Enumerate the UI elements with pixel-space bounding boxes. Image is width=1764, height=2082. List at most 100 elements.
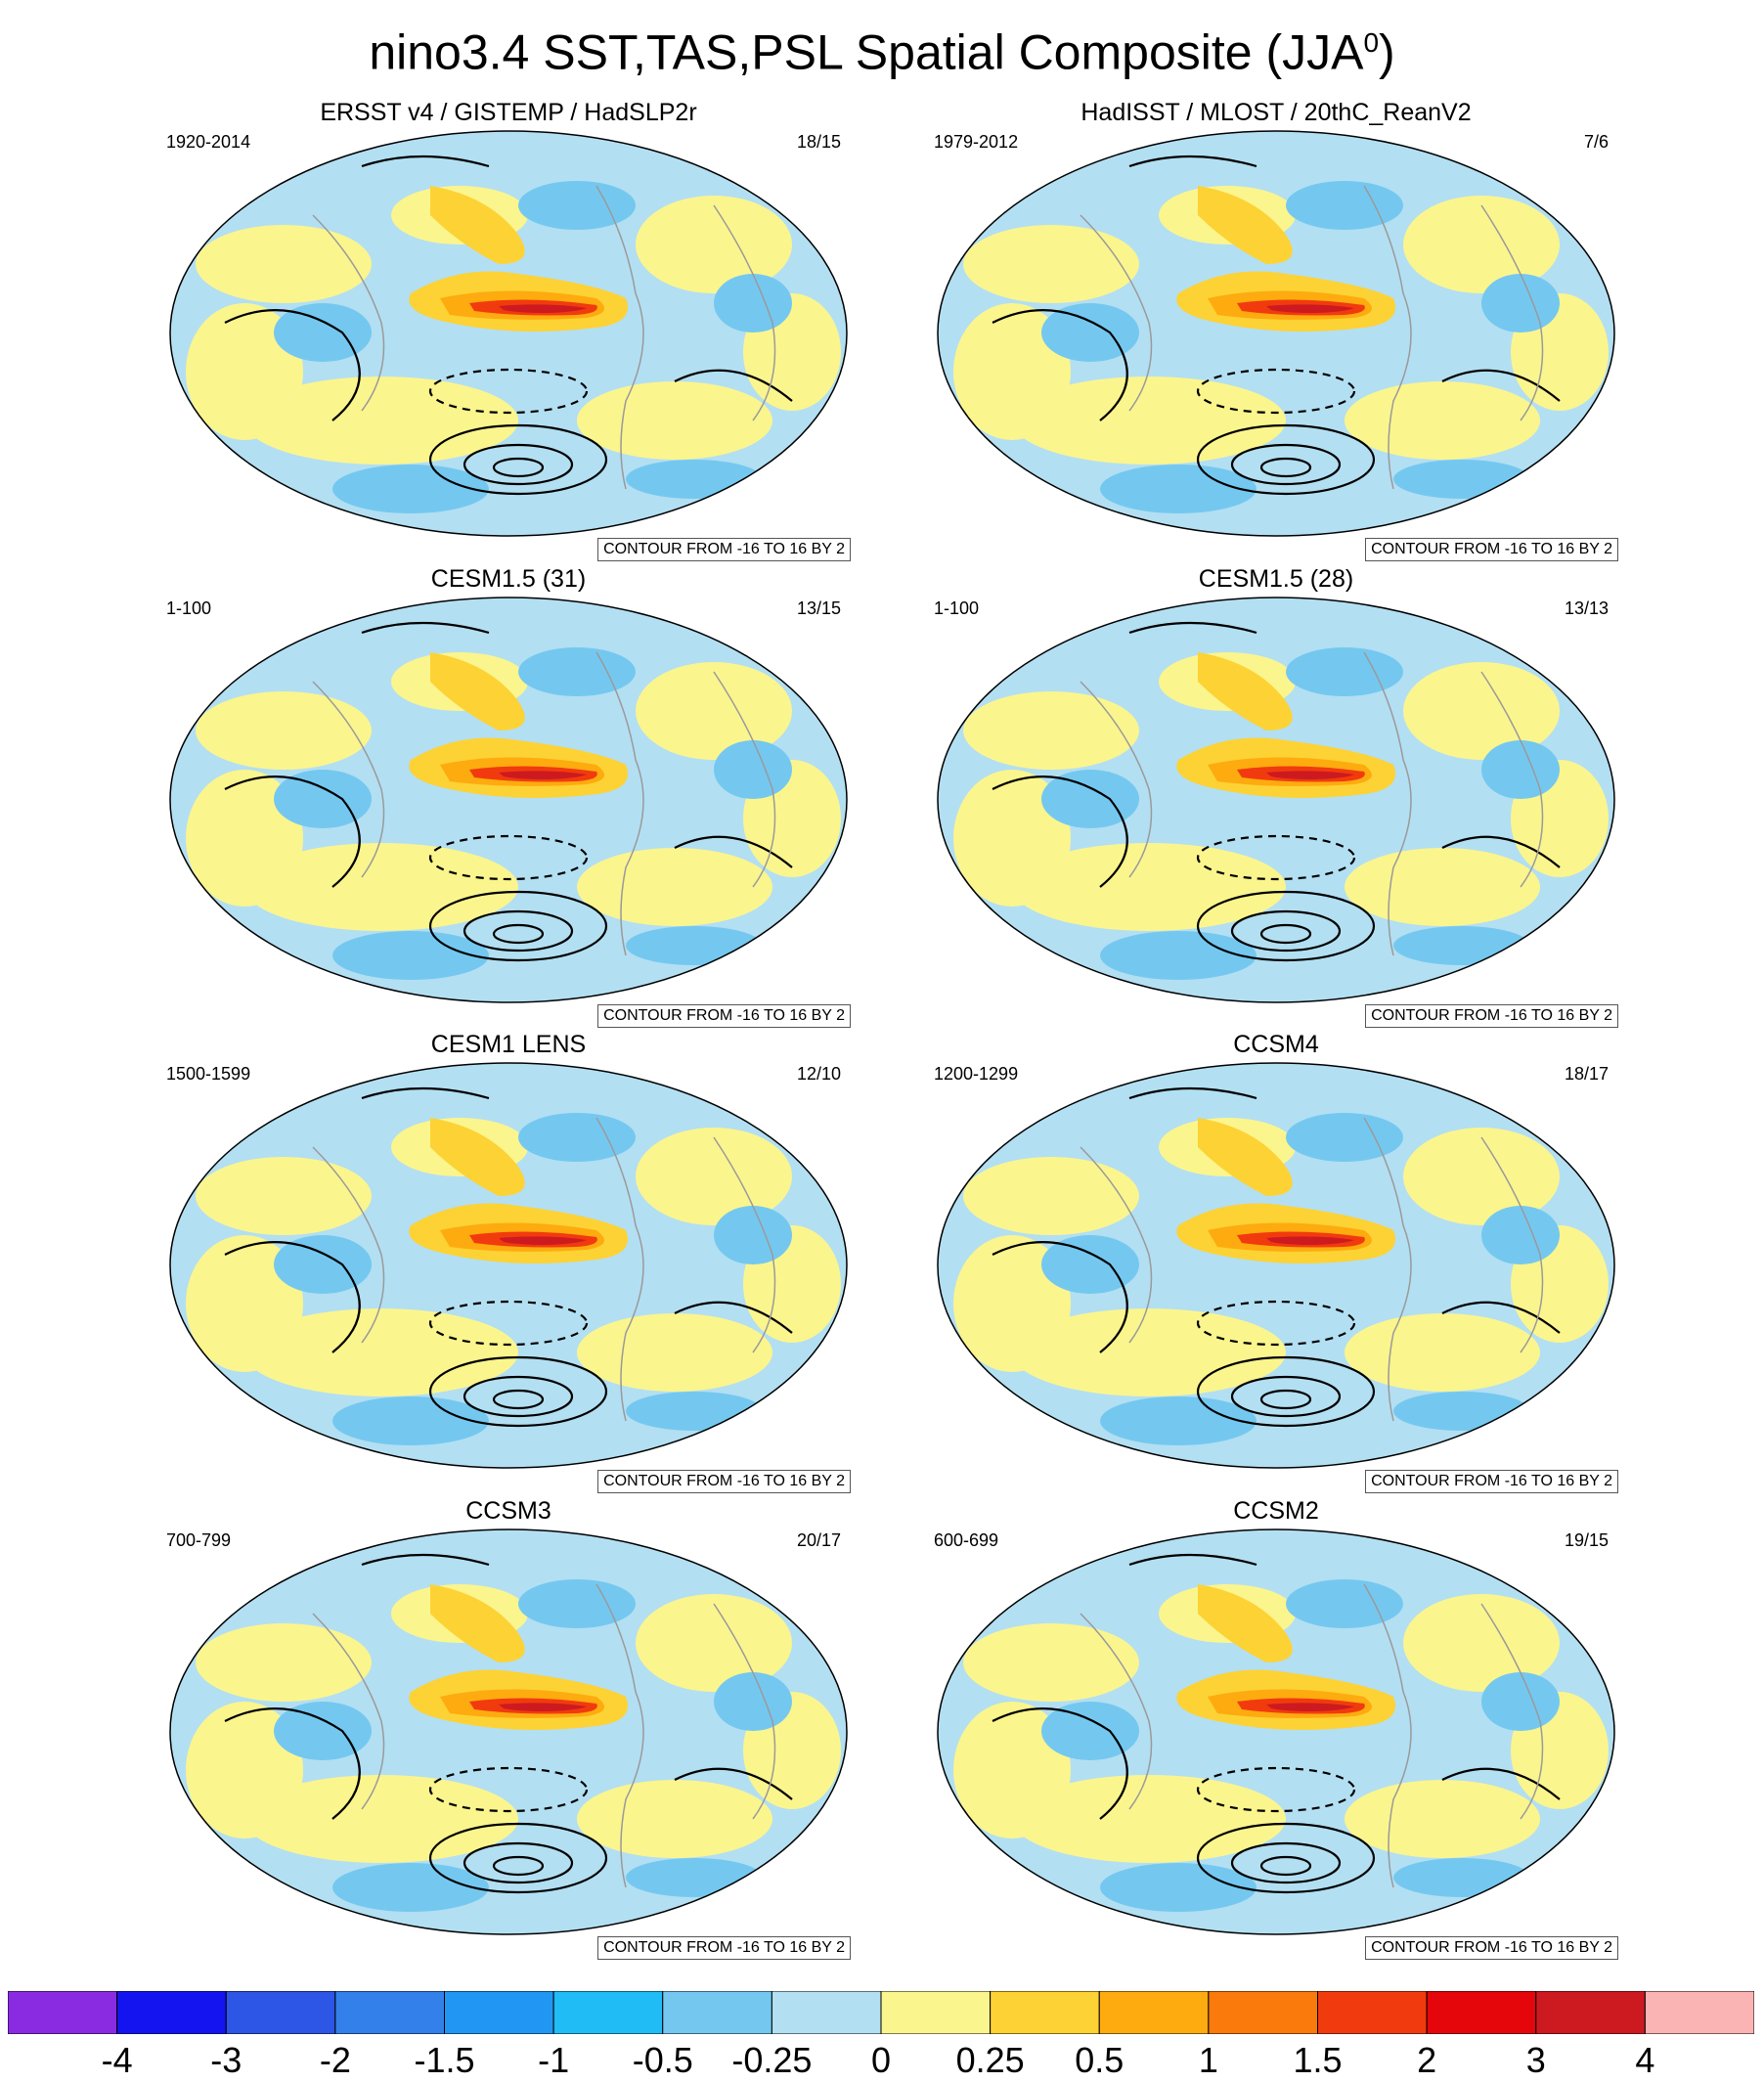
coastlines <box>1080 1583 1544 1888</box>
colorbar <box>7 1990 1755 2035</box>
map-panel: CCSM3 700-799 20/17 CONTOUR FROM -16 TO 16 … <box>166 1496 851 1964</box>
colorbar-swatches <box>7 1990 1755 2035</box>
sst-anomaly-field <box>938 598 1614 1002</box>
colorbar-swatch <box>334 1990 445 2035</box>
panel-year-range: 1920-2014 <box>166 132 251 152</box>
colorbar-swatch <box>1644 1990 1755 2035</box>
colorbar-swatch <box>880 1990 992 2035</box>
colorbar-swatch <box>225 1990 336 2035</box>
psl-contours <box>992 1086 1561 1428</box>
map-projection <box>937 1062 1615 1469</box>
colorbar-tick-label: 0 <box>870 2040 892 2080</box>
psl-contours <box>224 621 793 962</box>
map-projection <box>169 1062 848 1469</box>
coastlines <box>312 1117 776 1422</box>
colorbar-swatch <box>116 1990 227 2035</box>
sst-anomaly-field <box>170 1063 847 1468</box>
panel-event-count: 7/6 <box>1583 132 1609 152</box>
sst-anomaly-field <box>938 131 1614 536</box>
map-projection <box>169 130 848 537</box>
colorbar-tick-label: -3 <box>210 2040 243 2080</box>
map-panel: CCSM4 1200-1299 18/17 CONTOUR FROM -16 TO 1… <box>934 1030 1618 1497</box>
panel-event-count: 13/13 <box>1564 598 1609 618</box>
psl-contours <box>992 1553 1561 1894</box>
colorbar-swatch <box>444 1990 554 2035</box>
sst-anomaly-field <box>170 131 847 536</box>
sst-anomaly-field <box>170 598 847 1002</box>
panel-title: ERSST v4 / GISTEMP / HadSLP2r <box>320 99 697 126</box>
map-projection <box>169 597 848 1003</box>
coastlines <box>312 185 776 490</box>
colorbar-swatch <box>1426 1990 1537 2035</box>
panel-event-count: 18/17 <box>1564 1064 1609 1084</box>
colorbar-swatch <box>771 1990 882 2035</box>
panel-event-count: 13/15 <box>796 598 841 618</box>
map-projection <box>937 130 1615 537</box>
sst-anomaly-field <box>938 1063 1614 1468</box>
colorbar-swatch <box>1535 1990 1646 2035</box>
colorbar-tick-label: 0.5 <box>1075 2040 1125 2080</box>
map-panel: CCSM2 600-699 19/15 CONTOUR FROM -16 TO 16 … <box>934 1496 1618 1964</box>
colorbar-tick-label: 4 <box>1635 2040 1655 2080</box>
colorbar-tick-label: 1.5 <box>1293 2040 1343 2080</box>
panel-year-range: 700-799 <box>166 1530 232 1550</box>
colorbar-tick-label: -0.5 <box>632 2040 693 2080</box>
panel-year-range: 1-100 <box>934 598 980 618</box>
colorbar-swatch <box>1317 1990 1428 2035</box>
figure-title-close: ) <box>1379 24 1395 80</box>
panel-event-count: 12/10 <box>796 1064 841 1084</box>
figure-title: nino3.4 SST,TAS,PSL Spatial Composite (J… <box>0 14 1764 82</box>
psl-contours <box>992 621 1561 962</box>
panel-event-count: 20/17 <box>796 1530 841 1550</box>
panel-title: CESM1.5 (28) <box>1198 565 1354 593</box>
coastlines <box>1080 1117 1544 1422</box>
map-panel: HadISST / MLOST / 20thC_ReanV2 1979-2012 7… <box>934 98 1618 565</box>
contour-info-label: CONTOUR FROM -16 TO 16 BY 2 <box>597 1470 851 1493</box>
coastlines <box>1080 651 1544 956</box>
sst-anomaly-field <box>938 1529 1614 1934</box>
panel-year-range: 600-699 <box>934 1530 999 1550</box>
panel-title: CESM1 LENS <box>430 1031 587 1058</box>
contour-info-label: CONTOUR FROM -16 TO 16 BY 2 <box>597 1936 851 1960</box>
colorbar-swatch <box>552 1990 664 2035</box>
colorbar-tick-label: 2 <box>1417 2040 1437 2080</box>
coastlines <box>312 651 776 956</box>
contour-info-label: CONTOUR FROM -16 TO 16 BY 2 <box>1365 1936 1618 1960</box>
colorbar-swatch <box>662 1990 772 2035</box>
colorbar-tick-label: -1 <box>538 2040 570 2080</box>
map-panel: CESM1.5 (31) 1-100 13/15 CONTOUR FROM -16 T… <box>166 564 851 1032</box>
sst-anomaly-field <box>170 1529 847 1934</box>
map-projection <box>937 597 1615 1003</box>
panel-title: HadISST / MLOST / 20thC_ReanV2 <box>1080 99 1472 126</box>
map-panel: CESM1.5 (28) 1-100 13/13 CONTOUR FROM -16 T… <box>934 564 1618 1032</box>
colorbar-swatch <box>990 1990 1100 2035</box>
colorbar-tick-label: 1 <box>1198 2040 1218 2080</box>
panel-title: CCSM3 <box>465 1497 551 1525</box>
psl-contours <box>224 1086 793 1428</box>
colorbar-swatch <box>7 1990 118 2035</box>
colorbar-tick-label: -1.5 <box>414 2040 475 2080</box>
panel-year-range: 1979-2012 <box>934 132 1019 152</box>
colorbar-tick-label: 0.25 <box>955 2040 1025 2080</box>
contour-info-label: CONTOUR FROM -16 TO 16 BY 2 <box>597 538 851 561</box>
contour-info-label: CONTOUR FROM -16 TO 16 BY 2 <box>1365 1470 1618 1493</box>
contour-info-label: CONTOUR FROM -16 TO 16 BY 2 <box>597 1004 851 1028</box>
panel-year-range: 1200-1299 <box>934 1064 1019 1084</box>
map-panel: ERSST v4 / GISTEMP / HadSLP2r 1920-2014 18… <box>166 98 851 565</box>
map-panel: CESM1 LENS 1500-1599 12/10 CONTOUR FROM -16… <box>166 1030 851 1497</box>
panel-year-range: 1500-1599 <box>166 1064 251 1084</box>
panel-title: CCSM4 <box>1233 1031 1319 1058</box>
colorbar-labels: -4 -3 -2 -1.5 -1 -0.5 -0.25 0 0.25 0.5 1 1.5 2 3 4 <box>0 2041 1764 2080</box>
coastlines <box>1080 185 1544 490</box>
contour-info-label: CONTOUR FROM -16 TO 16 BY 2 <box>1365 538 1618 561</box>
colorbar-swatch <box>1098 1990 1210 2035</box>
figure-title-text: nino3.4 SST,TAS,PSL Spatial Composite (J… <box>369 24 1364 80</box>
psl-contours <box>224 1553 793 1894</box>
panel-year-range: 1-100 <box>166 598 212 618</box>
psl-contours <box>992 155 1561 496</box>
panel-title: CESM1.5 (31) <box>430 565 587 593</box>
contour-info-label: CONTOUR FROM -16 TO 16 BY 2 <box>1365 1004 1618 1028</box>
colorbar-swatch <box>1208 1990 1318 2035</box>
panel-event-count: 18/15 <box>796 132 841 152</box>
panel-event-count: 19/15 <box>1564 1530 1609 1550</box>
